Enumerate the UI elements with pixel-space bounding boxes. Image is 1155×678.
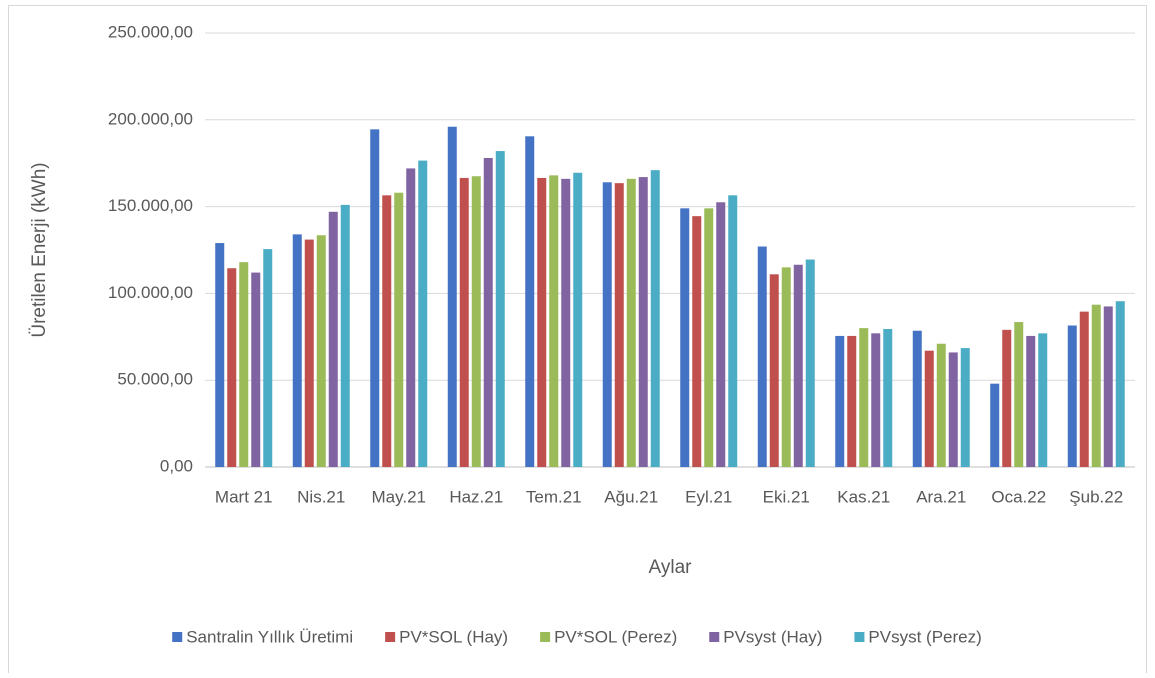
bar xyxy=(537,177,547,467)
legend-label: Santralin Yıllık Üretimi xyxy=(186,627,353,646)
x-tick-label: Mart 21 xyxy=(215,487,273,506)
y-axis-label: Üretilen Enerji (kWh) xyxy=(29,162,50,337)
y-tick-label: 100.000,00 xyxy=(108,283,193,302)
legend-label: PVsyst (Perez) xyxy=(868,627,981,646)
bar xyxy=(292,234,302,467)
bar xyxy=(871,333,881,467)
bar xyxy=(638,177,648,467)
bar xyxy=(936,343,946,467)
x-tick-label: Oca.22 xyxy=(991,487,1046,506)
bar xyxy=(805,259,815,467)
bar xyxy=(525,136,535,468)
bar xyxy=(549,175,559,468)
bar xyxy=(757,246,767,467)
legend-label: PV*SOL (Hay) xyxy=(399,627,508,646)
legend-swatch xyxy=(709,632,720,642)
x-tick-label: Ara.21 xyxy=(916,487,966,506)
bar xyxy=(1014,322,1024,467)
bar xyxy=(370,129,380,467)
x-tick-label: Şub.22 xyxy=(1069,487,1123,506)
y-tick-label: 150.000,00 xyxy=(108,196,193,215)
bar xyxy=(1091,304,1101,467)
bar xyxy=(847,335,857,467)
legend-swatch xyxy=(172,632,183,642)
bar xyxy=(459,177,469,467)
x-tick-label: Nis.21 xyxy=(297,487,345,506)
bar xyxy=(304,239,314,467)
legend-label: PV*SOL (Perez) xyxy=(554,627,677,646)
bar xyxy=(614,183,624,467)
x-tick-label: Kas.21 xyxy=(837,487,890,506)
bar xyxy=(650,170,660,468)
bar xyxy=(859,328,869,467)
bar xyxy=(316,235,326,467)
bar xyxy=(728,195,738,468)
y-tick-label: 250.000,00 xyxy=(108,22,193,41)
bar xyxy=(406,168,416,467)
bar xyxy=(769,274,779,467)
y-tick-label: 50.000,00 xyxy=(117,370,193,389)
x-tick-label: Haz.21 xyxy=(449,487,503,506)
bar xyxy=(239,262,249,467)
x-tick-label: Eyl.21 xyxy=(685,487,732,506)
bar xyxy=(418,160,428,467)
bar xyxy=(1103,306,1113,467)
legend-swatch xyxy=(385,632,396,642)
bar xyxy=(328,211,338,467)
bar xyxy=(340,204,350,467)
bar xyxy=(912,330,922,467)
bar xyxy=(793,264,803,467)
bar xyxy=(704,208,714,467)
bar xyxy=(447,126,457,467)
x-tick-label: Ağu.21 xyxy=(604,487,658,506)
bar xyxy=(626,178,636,467)
bar xyxy=(924,350,934,467)
bar xyxy=(263,249,273,467)
bar xyxy=(251,272,261,467)
legend-swatch xyxy=(854,632,865,642)
bar xyxy=(227,268,237,467)
bar xyxy=(883,328,893,467)
bar xyxy=(716,202,726,467)
bar xyxy=(990,383,1000,467)
bar xyxy=(960,348,970,467)
x-tick-label: Tem.21 xyxy=(526,487,582,506)
bar xyxy=(1067,325,1077,467)
bar xyxy=(394,192,404,467)
x-axis-label: Aylar xyxy=(649,557,693,578)
bar xyxy=(1002,329,1012,467)
bar xyxy=(382,195,392,468)
y-tick-label: 0,00 xyxy=(160,456,193,475)
legend-swatch xyxy=(540,632,551,642)
bar xyxy=(1026,335,1036,467)
bar xyxy=(471,176,481,467)
bar xyxy=(835,335,845,467)
bar xyxy=(561,178,571,467)
bar xyxy=(948,352,958,467)
x-tick-label: May.21 xyxy=(372,487,427,506)
bar xyxy=(495,151,505,467)
x-tick-label: Eki.21 xyxy=(763,487,810,506)
bar xyxy=(602,182,612,467)
bar xyxy=(692,216,702,467)
bar xyxy=(1079,311,1089,467)
bar xyxy=(483,157,493,467)
bar xyxy=(781,267,791,467)
bar xyxy=(215,243,225,467)
y-tick-label: 200.000,00 xyxy=(108,109,193,128)
bar xyxy=(1115,301,1125,467)
bar xyxy=(680,208,690,467)
bar xyxy=(1038,333,1048,467)
legend-label: PVsyst (Hay) xyxy=(723,627,822,646)
bar xyxy=(573,172,583,468)
